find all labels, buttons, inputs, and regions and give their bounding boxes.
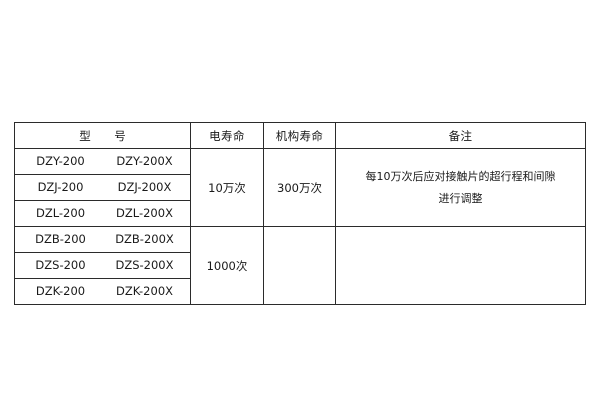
model-cell: DZJ-200 DZJ-200X (14, 174, 191, 201)
model-code-primary: DZJ-200 (37, 179, 84, 194)
column-header-model-label: 型 号 (79, 128, 132, 143)
model-code-variant: DZY-200X (116, 153, 173, 168)
table-row: DZS-200 DZS-200X (14, 252, 586, 279)
table-row: DZY-200 DZY-200X 10万次 300万次 每10万次后应对接触片的… (14, 148, 586, 227)
model-code-primary: DZK-200 (35, 283, 86, 298)
model-cell: DZK-200 DZK-200X (14, 278, 191, 305)
model-cell: DZL-200 DZL-200X (14, 200, 191, 227)
model-code-variant: DZB-200X (115, 231, 174, 246)
model-code-primary: DZL-200 (35, 205, 86, 220)
electrical-life-value: 1000次 (190, 226, 264, 305)
mechanical-life-value: 300万次 (263, 148, 336, 227)
table-row: DZB-200 DZB-200X 1000次 (14, 226, 586, 305)
table-row: DZJ-200 DZJ-200X (14, 174, 586, 201)
model-code-variant: DZK-200X (115, 283, 174, 298)
column-header-remark: 备注 (335, 122, 586, 149)
mechanical-life-value (263, 226, 336, 305)
column-header-electrical-life: 电寿命 (190, 122, 264, 149)
model-code-primary: DZS-200 (35, 257, 86, 272)
remark-line-2: 进行调整 (438, 191, 483, 205)
model-cell: DZB-200 DZB-200X (14, 226, 191, 253)
column-header-mechanical-life: 机构寿命 (263, 122, 336, 149)
remark-cell: 每10万次后应对接触片的超行程和间隙 进行调整 (335, 148, 586, 227)
model-cell: DZY-200 DZY-200X (14, 148, 191, 175)
remark-line-1: 每10万次后应对接触片的超行程和间隙 (365, 169, 556, 183)
model-code-primary: DZY-200 (36, 153, 85, 168)
electrical-life-value: 10万次 (190, 148, 264, 227)
model-code-primary: DZB-200 (35, 231, 86, 246)
model-code-variant: DZJ-200X (117, 179, 172, 194)
remark-cell (335, 226, 586, 305)
specification-table: 型 号 电寿命 机构寿命 备注 DZY-200 DZY-200X 10万次 30… (14, 122, 586, 305)
table-header-row: 型 号 电寿命 机构寿命 备注 (14, 122, 586, 149)
spec-table-container: 型 号 电寿命 机构寿命 备注 DZY-200 DZY-200X 10万次 30… (14, 122, 586, 305)
table-row: DZK-200 DZK-200X (14, 278, 586, 305)
model-cell: DZS-200 DZS-200X (14, 252, 191, 279)
model-code-variant: DZL-200X (116, 205, 173, 220)
column-header-model: 型 号 (14, 122, 191, 149)
table-row: DZL-200 DZL-200X (14, 200, 586, 227)
model-code-variant: DZS-200X (115, 257, 174, 272)
